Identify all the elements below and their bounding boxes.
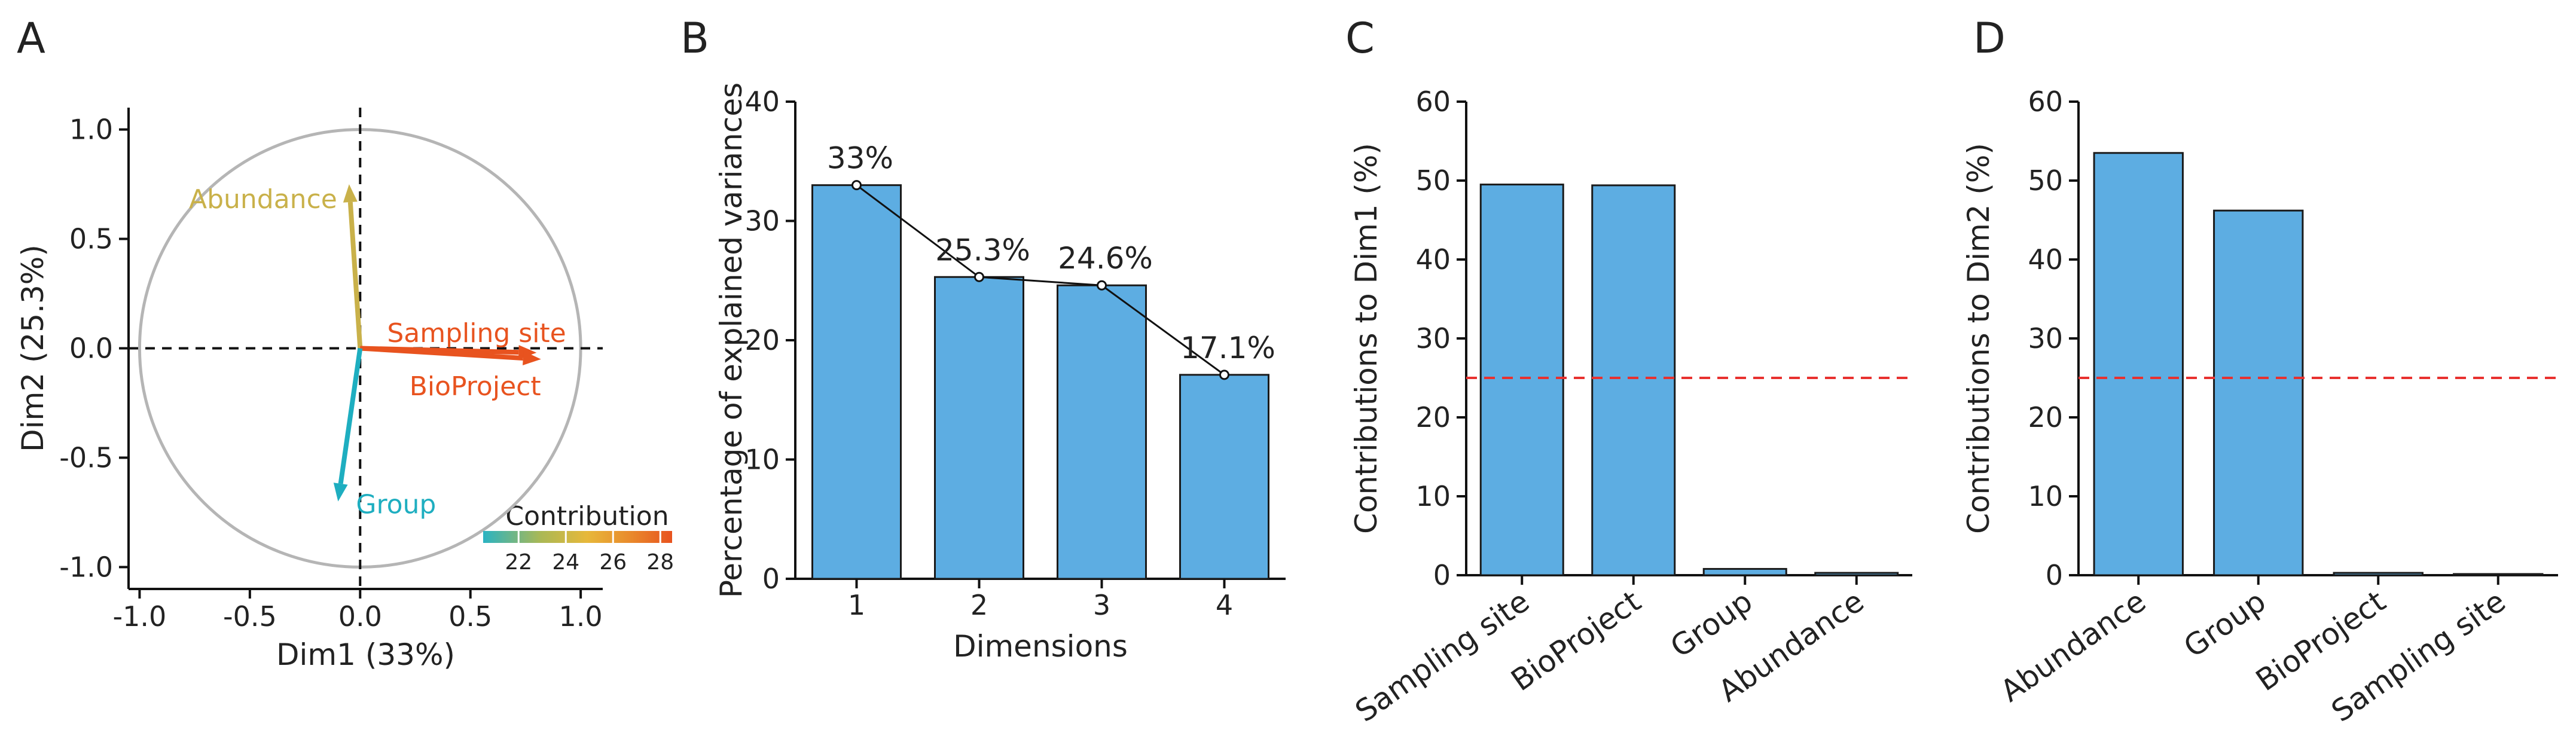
panel-b-bar [934, 276, 1024, 580]
panel-c-x-tick-label: Group [1664, 584, 1759, 664]
panel-b-trend-point [1097, 280, 1107, 291]
panel-a-legend-title: Contribution [505, 501, 669, 532]
panel-a-x-tick-label: -1.0 [113, 600, 167, 633]
panel-c-bar [1814, 572, 1899, 576]
panel-b-y-tick-label: 0 [762, 563, 780, 595]
panel-d-x-tick-label: Group [2178, 584, 2272, 664]
panel-c-y-tick-label: 0 [1433, 559, 1451, 591]
panel-a-legend-tick-label: 26 [599, 550, 627, 575]
panel-b-data-label: 33% [827, 141, 893, 176]
panel-a-pca-circle: Dim1 (33%) Dim2 (25.3%) Contribution -1.… [16, 108, 674, 672]
panel-c-bar [1479, 184, 1564, 576]
panel-a-vector-arrowhead [523, 351, 541, 365]
panel-c-y-tick-label: 30 [1415, 322, 1451, 355]
panel-a-vector-label: Sampling site [387, 318, 566, 349]
panel-b-y-tick-label: 10 [744, 444, 780, 476]
panel-a-y-tick-label: 1.0 [69, 114, 113, 146]
panel-a-legend-colorbar [483, 531, 672, 543]
panel-a-legend-tick-label: 28 [646, 550, 674, 575]
panel-c-x-tick-label: Sampling site [1349, 584, 1536, 729]
panel-letter-a: A [17, 14, 45, 63]
panel-b-scree-plot: Dimensions Percentage of explained varia… [714, 83, 1286, 664]
panel-b-x-tick-label: 3 [1093, 589, 1110, 621]
panel-b-bar [811, 184, 902, 580]
panel-a-vector-arrow [338, 347, 363, 484]
panel-a-ylabel: Dim2 (25.3%) [16, 245, 50, 452]
panel-a-legend-tick-label: 24 [552, 550, 579, 575]
panel-d-y-tick-label: 0 [2046, 559, 2063, 591]
panel-b-y-tick-label: 30 [744, 205, 780, 237]
panel-a-y-tick-label: 0.0 [69, 332, 113, 365]
panel-b-trend-point [1219, 370, 1229, 380]
panel-b-trend-line [856, 184, 1225, 376]
panel-b-ylabel: Percentage of explained variances [714, 83, 749, 598]
panel-letter-d: D [1973, 14, 2006, 63]
panel-d-bar [2453, 573, 2544, 576]
panel-b-trend-point [851, 180, 862, 191]
panel-c-y-tick-label: 40 [1415, 243, 1451, 276]
panel-c-y-tick-label: 20 [1415, 401, 1451, 433]
panel-a-y-tick-label: 0.5 [69, 223, 113, 255]
panel-b-trend-point [974, 271, 984, 282]
panel-d-y-tick-label: 10 [2028, 480, 2063, 512]
panel-d-bar [2093, 152, 2184, 576]
panel-d-x-tick-label: Abundance [1994, 584, 2152, 709]
panel-b-data-label: 25.3% [935, 233, 1030, 267]
panel-a-vector-arrow [360, 346, 524, 361]
panel-a-vector-arrowhead [333, 483, 348, 502]
panel-d-ylabel: Contributions to Dim2 (%) [1961, 143, 1996, 534]
panel-a-vector-label: BioProject [410, 371, 541, 402]
panel-d-bar [2213, 209, 2304, 576]
panel-d-dim2-contributions: Contributions to Dim2 (%) 0 10 20 30 40 50 60 A… [1961, 86, 2558, 729]
panel-b-data-label: 17.1% [1180, 331, 1275, 365]
panel-letter-b: B [680, 14, 709, 63]
panel-d-y-tick-label: 30 [2028, 322, 2063, 355]
panel-letter-c: C [1345, 14, 1375, 63]
panel-b-x-tick-label: 4 [1216, 589, 1233, 621]
panel-a-legend-tick-label: 22 [505, 550, 532, 575]
panel-b-y-tick-label: 40 [744, 86, 780, 118]
panel-b-y-tick-label: 20 [744, 324, 780, 356]
panel-b-bar [1057, 284, 1147, 580]
panel-a-y-tick-label: -1.0 [59, 551, 113, 583]
panel-c-y-tick-label: 60 [1415, 86, 1451, 118]
panel-a-vector-arrow [347, 202, 363, 349]
panel-a-y-tick-label: -0.5 [59, 441, 113, 474]
panel-c-bar [1591, 184, 1676, 576]
panel-a-vector-arrowhead [343, 184, 358, 203]
panel-c-y-tick-label: 50 [1415, 164, 1451, 197]
panel-d-bar [2333, 572, 2424, 576]
panel-a-vector-label: Group [356, 490, 436, 520]
panel-a-xlabel: Dim1 (33%) [276, 637, 455, 672]
panel-a-x-tick-label: 0.5 [448, 600, 492, 633]
panel-b-bar [1179, 374, 1269, 580]
panel-d-y-tick-label: 20 [2028, 401, 2063, 433]
panel-c-y-tick-label: 10 [1415, 480, 1451, 512]
panel-c-bar [1702, 567, 1787, 576]
panel-b-data-label: 24.6% [1058, 241, 1153, 276]
panel-d-y-tick-label: 60 [2028, 86, 2063, 118]
panel-b-x-tick-label: 1 [848, 589, 865, 621]
panel-c-dim1-contributions: Contributions to Dim1 (%) 0 10 20 30 40 50 60 S… [1349, 86, 1912, 729]
panel-a-x-tick-label: 0.0 [338, 600, 382, 633]
panel-b-xlabel: Dimensions [953, 629, 1128, 664]
panel-a-x-tick-label: 1.0 [559, 600, 603, 633]
panel-a-vector-label: Abundance [189, 184, 337, 215]
panel-c-ylabel: Contributions to Dim1 (%) [1349, 143, 1384, 534]
panel-b-x-tick-label: 2 [970, 589, 988, 621]
panel-d-y-tick-label: 50 [2028, 164, 2063, 197]
panel-a-x-tick-label: -0.5 [223, 600, 277, 633]
panel-d-y-tick-label: 40 [2028, 243, 2063, 276]
